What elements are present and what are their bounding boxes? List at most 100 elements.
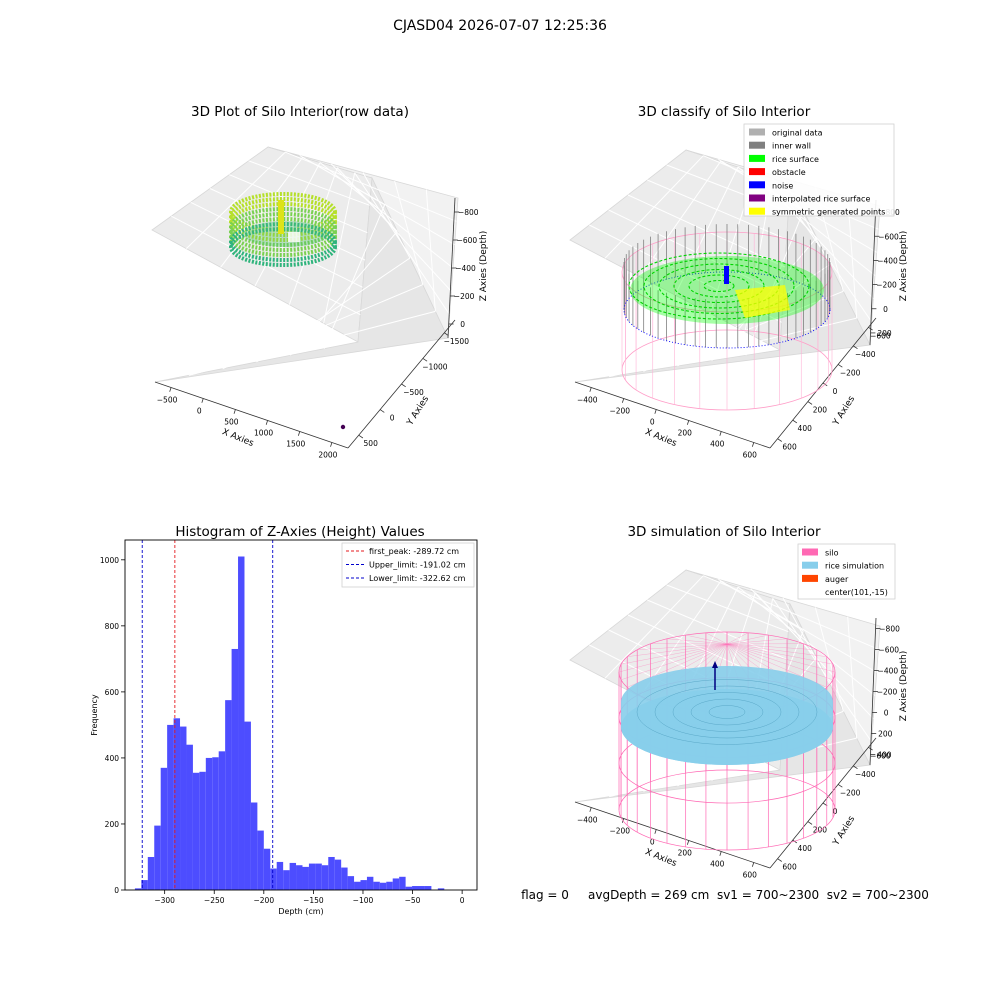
x-tick-label: −200 — [609, 827, 630, 836]
raw-point-column — [278, 200, 284, 234]
rice-simulation-mesh — [636, 679, 818, 745]
x-tick-label: 200 — [678, 849, 693, 858]
histogram-bar — [250, 802, 258, 890]
histogram-bar — [412, 886, 419, 890]
silo-wireframe — [726, 632, 749, 645]
histogram-bar — [418, 886, 425, 890]
legend-label: symmetric generated points — [772, 208, 885, 217]
rice-simulation-mesh — [708, 705, 746, 719]
tick-mark — [751, 862, 755, 867]
y-tick-label: −200 — [840, 368, 861, 377]
y-axis-label: Y Axies — [831, 814, 857, 848]
chart-histogram: −300 −250 −200 −150 −100 −50 0 0 200 400 600 800 100… — [90, 539, 478, 916]
axes-frame — [124, 539, 478, 891]
chart-classify: −400−20002004006006004002000−200−400−600… — [569, 149, 909, 460]
tick-mark — [686, 420, 690, 425]
histogram-bar — [379, 882, 387, 890]
x-tick-label: 0 — [460, 896, 465, 905]
raw-point-floor — [244, 221, 328, 247]
histogram-bar — [270, 868, 277, 890]
tick-mark — [853, 345, 858, 349]
gridline — [188, 310, 436, 376]
legend-label: Upper_limit: -191.02 cm — [369, 561, 466, 570]
legend-swatch — [749, 181, 765, 189]
z-tick-label: −400 — [455, 264, 476, 273]
tick-mark — [422, 358, 428, 362]
z-axis-label: Z Axies (Depth) — [899, 651, 909, 722]
legend-swatch — [749, 207, 765, 215]
figure-suptitle: CJASD04 2026-07-07 12:25:36 — [393, 18, 607, 34]
silo-wireframe — [726, 643, 827, 657]
gridline — [323, 172, 356, 324]
histogram-bar — [399, 876, 406, 890]
histogram-bar — [373, 881, 380, 890]
tick-mark — [686, 840, 690, 845]
y-tick-label: −400 — [855, 770, 876, 779]
histogram-bar — [341, 867, 348, 890]
histogram-bar — [160, 767, 168, 890]
legend-swatch — [749, 194, 765, 202]
title-histogram: Histogram of Z-Axies (Height) Values — [175, 524, 425, 540]
silo-wireframe — [726, 638, 788, 645]
tick-mark — [777, 858, 782, 862]
title-classify: 3D classify of Silo Interior — [637, 104, 811, 120]
tick-mark — [807, 821, 813, 825]
legend-histogram: first_peak: -289.72 cm Upper_limit: -191.… — [341, 542, 475, 588]
x-axis-label: X Axies — [643, 847, 678, 869]
x-tick-label: 0 — [197, 407, 202, 416]
tick-mark — [868, 326, 873, 331]
tick-mark — [837, 364, 843, 368]
x-tick-label: 600 — [743, 871, 758, 880]
x-tick-label: 500 — [224, 418, 239, 427]
tick-mark — [777, 438, 782, 442]
histogram-bar — [212, 757, 219, 890]
chart-simulation: −400 −200 0 200 400 600 600 400 200 0 −200 −400 −600… — [569, 569, 909, 880]
silo-wireframe — [621, 643, 728, 665]
histogram-bar — [405, 886, 413, 890]
legend-frame — [341, 542, 475, 588]
gridline — [609, 317, 857, 378]
rice-surface-point — [703, 279, 735, 293]
y-axis-label: Y Axies — [405, 394, 431, 428]
silo-wireframe — [726, 643, 817, 650]
legend-frame — [743, 123, 895, 217]
z-tick-label: 200 — [877, 329, 892, 338]
z-tick-label: −400 — [877, 256, 898, 265]
legend-label: Lower_limit: -322.62 cm — [369, 574, 466, 583]
y-tick-label: 800 — [105, 622, 120, 631]
silo-wireframe — [637, 643, 728, 650]
histogram-bar — [154, 825, 161, 890]
histogram-bar — [302, 866, 309, 890]
y-tick-label: 400 — [105, 754, 120, 763]
tick-mark — [621, 398, 625, 403]
histogram-bar — [347, 876, 355, 890]
y-tick-label: 0 — [390, 414, 395, 423]
y-tick-label: 0 — [114, 886, 119, 895]
histogram-bar — [437, 888, 445, 890]
title-rawdata: 3D Plot of Silo Interior(row data) — [191, 104, 409, 120]
tick-mark — [589, 387, 592, 392]
silo-wireframe — [705, 632, 728, 645]
z-tick-label: −200 — [877, 688, 898, 697]
x-tick-label: −300 — [154, 896, 175, 905]
histogram-bar — [244, 721, 251, 890]
x-tick-label: 600 — [743, 451, 758, 460]
histogram-bar — [180, 726, 187, 890]
x-tick-label: 0 — [650, 838, 655, 847]
y-tick-label: 400 — [798, 424, 813, 433]
histogram-bar — [192, 772, 200, 890]
noise-cluster — [724, 266, 729, 284]
z-tick-label: −800 — [458, 208, 479, 217]
raw-point-ring — [229, 227, 337, 267]
y-tick-label: 1000 — [100, 556, 119, 565]
legend-classify: original data inner wall rice surface obsta… — [743, 123, 895, 217]
x-tick-label: 1500 — [286, 440, 305, 449]
tick-mark — [837, 784, 843, 788]
z-tick-label: 400 — [877, 751, 892, 760]
histogram-bar — [167, 724, 174, 890]
silo-wireframe — [618, 769, 836, 851]
histogram-bar — [134, 888, 142, 890]
histogram-bar — [205, 757, 213, 890]
axis-line — [154, 381, 349, 449]
